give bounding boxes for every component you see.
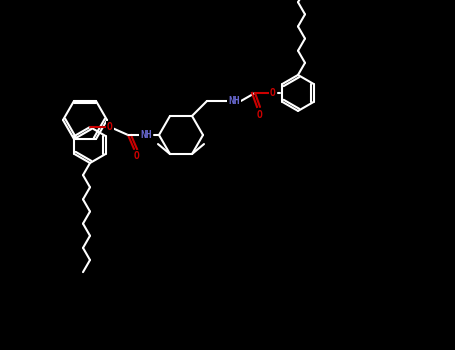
Text: NH: NH [228, 96, 240, 106]
Text: O: O [134, 151, 140, 161]
Text: O: O [107, 122, 113, 132]
Text: NH: NH [140, 130, 152, 140]
Text: O: O [270, 88, 276, 98]
Text: O: O [257, 110, 263, 120]
